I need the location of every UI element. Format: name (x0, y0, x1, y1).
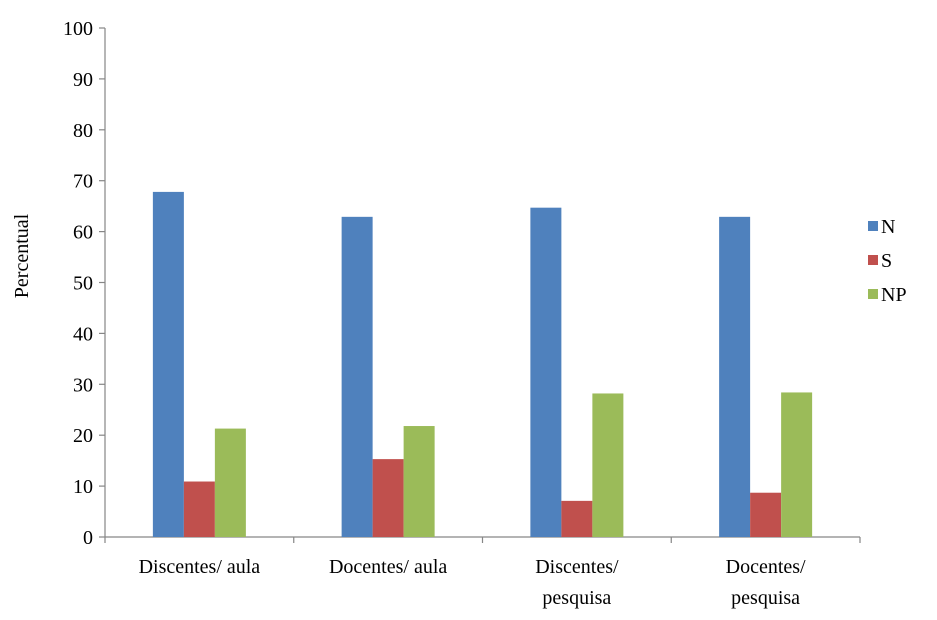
y-tick-label: 90 (73, 69, 93, 91)
x-category-label-line: Docentes/ aula (329, 556, 447, 578)
y-tick-label: 0 (83, 527, 93, 549)
y-tick-label: 10 (73, 476, 93, 498)
legend: NS NP (868, 216, 907, 306)
x-category-label: Discentes/pesquisa (535, 556, 619, 609)
bar-s (750, 492, 782, 537)
y-tick-label: 40 (73, 323, 93, 345)
bar-n (530, 207, 562, 537)
bar-np (781, 392, 813, 537)
legend-swatch-s (868, 255, 878, 265)
bar-s (372, 459, 404, 537)
legend-swatch-n (868, 221, 878, 231)
y-tick-label: 60 (73, 222, 93, 244)
x-category-label-line: Discentes/ (535, 556, 619, 578)
y-tick-label: 20 (73, 425, 93, 447)
legend-label-n: N (881, 216, 895, 238)
bar-n (152, 191, 184, 537)
y-axis-title: Percentual (11, 213, 33, 298)
bar-n (341, 216, 373, 538)
x-category-label-line: pesquisa (731, 587, 800, 609)
y-tick-label: 30 (73, 374, 93, 396)
x-category-label-line: Docentes/ (726, 556, 806, 578)
x-category-label-line: pesquisa (542, 587, 611, 609)
legend-label-np: NP (881, 284, 907, 306)
bars (152, 191, 813, 538)
legend-swatch-np (868, 289, 878, 299)
bar-s (561, 500, 593, 537)
x-category-label: Docentes/pesquisa (726, 556, 806, 609)
bar-np (214, 428, 246, 537)
x-category-label-line: Discentes/ aula (139, 556, 261, 578)
y-tick-label: 50 (73, 273, 93, 295)
bar-n (719, 216, 751, 538)
y-tick-label: 100 (63, 18, 93, 40)
bar-np (592, 393, 624, 537)
y-tick-label: 70 (73, 171, 93, 193)
labels: 0 10 20 30 40 50 60 70 80 90 100 Discentes/ aula Doc… (63, 18, 806, 609)
y-tick-label: 80 (73, 120, 93, 142)
bar-s (183, 481, 215, 537)
x-category-label: Discentes/ aula (139, 556, 261, 578)
bar-np (403, 426, 435, 537)
legend-label-s: S (881, 250, 892, 272)
x-category-label: Docentes/ aula (329, 556, 447, 578)
